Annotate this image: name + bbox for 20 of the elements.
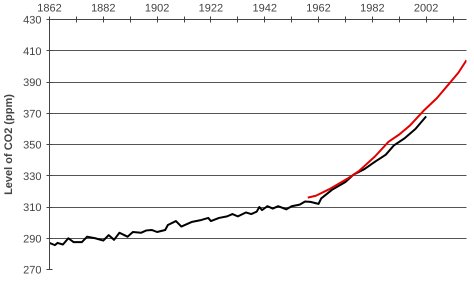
y-tick-label: 390 [23, 77, 42, 89]
y-tick-label: 290 [23, 233, 42, 246]
line-series [50, 115, 428, 246]
x-tick-label: 1922 [198, 2, 224, 14]
y-tick-label: 410 [23, 46, 42, 58]
x-tick-label: 1882 [91, 2, 116, 14]
y-tick-label: 370 [23, 108, 42, 120]
x-tick-label: 1982 [360, 2, 385, 14]
x-tick-label: 2002 [414, 2, 438, 14]
x-tick-label: 1862 [37, 2, 62, 14]
y-tick-label: 330 [23, 170, 42, 183]
y-axis-title: Level of CO2 (ppm) [3, 94, 16, 195]
y-tick-label: 310 [23, 202, 42, 214]
x-tick-label: 1942 [252, 2, 277, 14]
line-series [306, 59, 466, 199]
y-tick-label: 270 [23, 264, 42, 276]
x-tick-label: 1902 [144, 2, 170, 14]
x-tick-label: 1962 [306, 2, 331, 14]
y-tick-label: 350 [23, 140, 42, 152]
y-tick-label: 430 [23, 14, 42, 26]
